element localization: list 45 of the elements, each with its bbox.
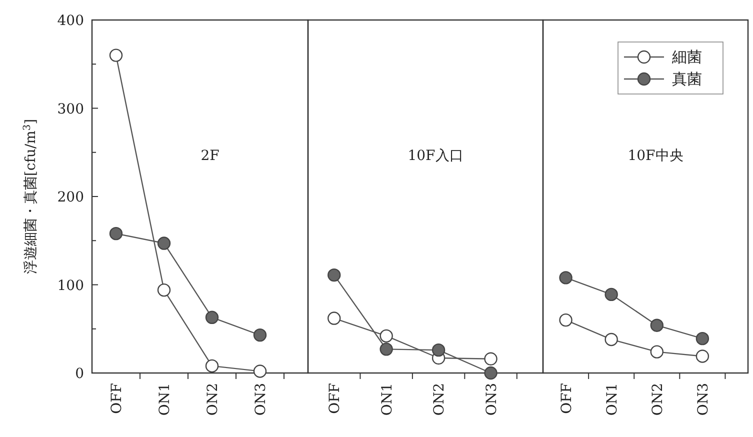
point [380,329,393,343]
point [604,332,618,346]
point [484,352,498,366]
point [604,288,618,302]
text: 10F中央 [628,148,684,164]
point [253,328,267,342]
x-tick-label: ON2 [432,383,448,416]
x-tick-label: ON2 [650,383,666,416]
point [157,283,171,297]
x-tick-label: OFF [558,382,575,414]
point [484,366,498,380]
x-tick-label: ON1 [604,383,620,416]
point [380,342,393,356]
point [559,313,572,327]
x-tick-label: ON3 [695,383,712,416]
x-tick-label: OFF [327,382,344,414]
text: 10F入口 [408,148,464,164]
legend-label: 細菌 [671,48,702,66]
point [109,48,123,62]
y-tick-label: 300 [57,101,84,118]
point [650,345,664,358]
y-tick-label: 400 [57,13,84,29]
point [650,318,664,332]
point [328,268,341,282]
point [696,350,710,363]
point [205,359,219,373]
y-tick-label: 100 [57,278,84,294]
point [253,364,267,378]
point [109,226,123,240]
y-tick-label: 200 [57,190,84,206]
point [559,271,572,284]
x-tick-label: ON3 [484,383,500,416]
point [157,236,171,250]
text: 2F [200,148,220,164]
point [205,310,219,324]
point [696,332,710,346]
x-tick-label: ON1 [157,383,173,416]
point [432,343,446,357]
x-tick-label: ON3 [253,383,269,416]
y-tick-label: 0 [75,366,84,382]
x-tick-label: OFF [109,382,125,414]
legend-label: 真菌 [672,70,702,88]
x-tick-label: ON1 [379,383,396,416]
x-tick-label: ON2 [205,383,221,416]
point [328,312,341,325]
